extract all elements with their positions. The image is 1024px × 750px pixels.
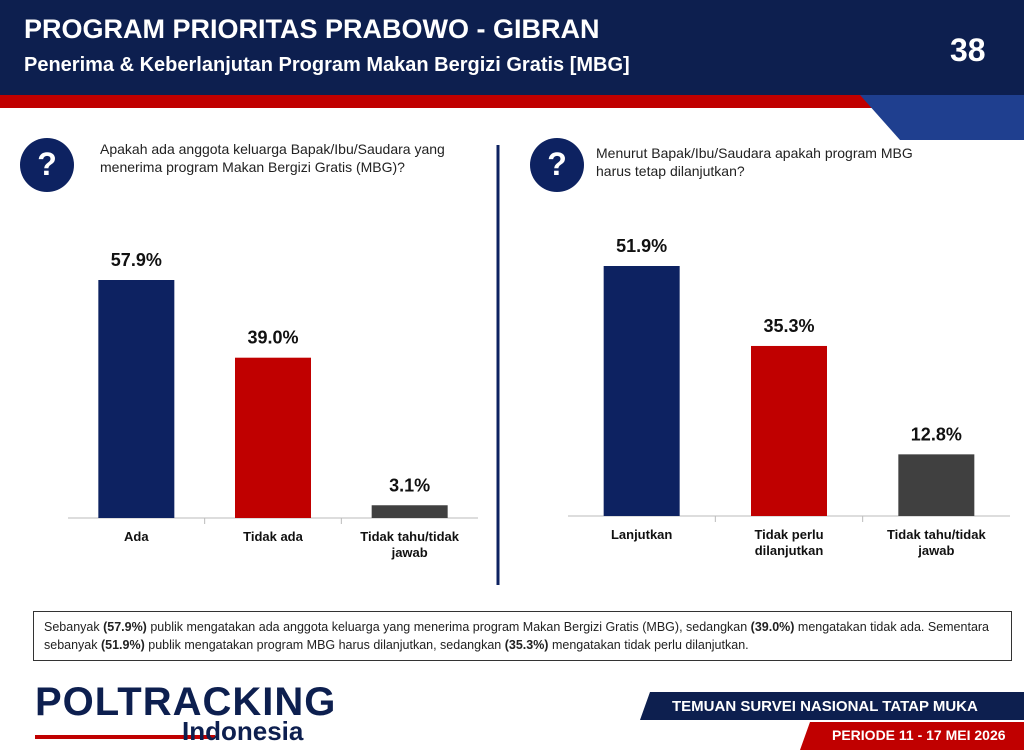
summary: Sebanyak (57.9%) publik mengatakan ada a… — [33, 611, 1012, 661]
summary-text: mengatakan tidak ada. Sementara sebanyak — [44, 620, 990, 652]
value-label: 51.9% — [616, 236, 667, 256]
summary-text: (51.9%) — [100, 638, 145, 652]
summary-text: publik mengatakan ada anggota keluarga y… — [146, 620, 751, 634]
icon-mark: ? — [37, 146, 57, 182]
page-number: 38 — [950, 32, 986, 68]
x-tick-label: Tidak ada — [243, 529, 303, 544]
footer-banner-text: TEMUAN SURVEI NASIONAL TATAP MUKA — [672, 698, 978, 715]
bar — [371, 505, 448, 518]
summary-text: mengatakan tidak perlu dilanjutkan. — [548, 638, 749, 652]
value-label: 57.9% — [111, 250, 162, 270]
value-label: 3.1% — [389, 475, 430, 495]
x-tick-label: Tidak perlu dilanjutkan — [754, 527, 824, 558]
icon-mark: ? — [547, 146, 567, 182]
summary-text: (57.9%) — [103, 620, 147, 634]
summary-text: Sebanyak — [44, 620, 104, 634]
bar — [603, 266, 680, 516]
logo-sub: Indonesia — [182, 716, 304, 746]
value-label: 35.3% — [763, 316, 814, 336]
bar — [235, 357, 311, 518]
bar — [98, 280, 175, 518]
summary-text: publik mengatakan program MBG harus dila… — [144, 638, 505, 652]
question-icon — [530, 138, 584, 192]
title: PROGRAM PRIORITAS PRABOWO - GIBRAN — [24, 14, 600, 44]
x-tick-label: Ada — [124, 529, 149, 544]
x-tick-label: Tidak tahu/tidak jawab — [360, 529, 460, 560]
header-bar — [0, 0, 1024, 95]
value-label: 39.0% — [247, 328, 298, 348]
value-label: 12.8% — [911, 424, 962, 444]
question: Apakah ada anggota keluarga Bapak/Ibu/Sa… — [100, 141, 445, 175]
x-tick-label: Tidak tahu/tidak jawab — [886, 527, 986, 558]
header-accent — [860, 95, 1024, 140]
logo-underline — [35, 735, 215, 739]
bar — [898, 454, 975, 516]
subtitle: Penerima & Keberlanjutan Program Makan B… — [24, 54, 630, 76]
footer-banner — [640, 692, 1024, 720]
question-icon — [20, 138, 74, 192]
header-stripe — [0, 95, 880, 108]
x-tick-label: Lanjutkan — [610, 527, 673, 542]
logo: POLTRACKING — [35, 680, 337, 724]
summary-text: (35.3%) — [504, 638, 549, 652]
summary-text: (39.0%) — [750, 620, 795, 634]
bar — [751, 345, 827, 516]
footer-period-bar — [800, 722, 1024, 750]
footer-period: PERIODE 11 - 17 MEI 2026 — [832, 727, 1006, 743]
question: Menurut Bapak/Ibu/Saudara apakah program… — [596, 145, 913, 179]
